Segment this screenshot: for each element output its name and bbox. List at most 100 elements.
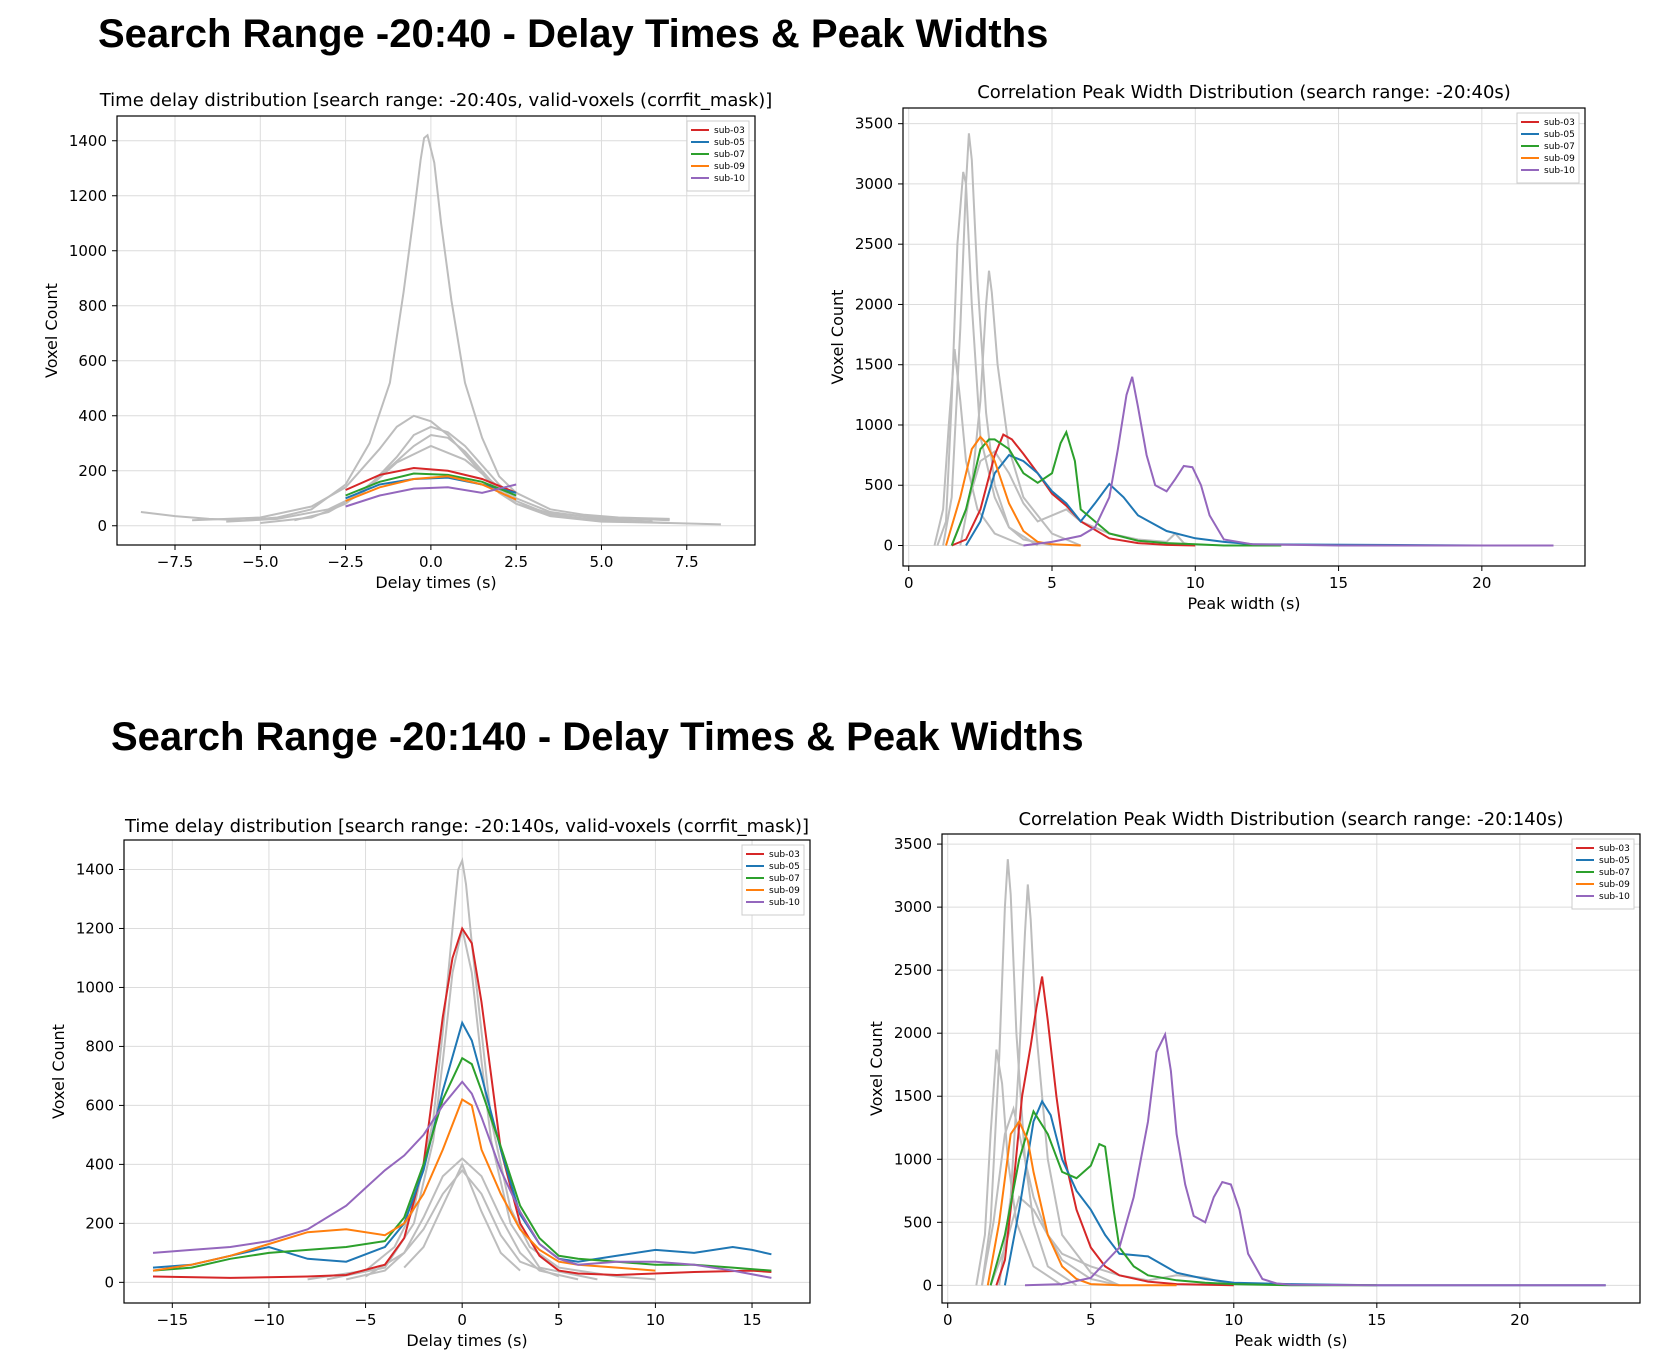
y-tick-label: 3500 <box>894 835 932 853</box>
legend-label: sub-05 <box>1599 856 1630 866</box>
x-tick-label: 5.0 <box>590 553 614 571</box>
x-tick-label: 0 <box>904 574 914 592</box>
legend-label: sub-03 <box>1599 844 1630 854</box>
y-tick-label: 400 <box>85 1155 114 1173</box>
y-tick-label: 1500 <box>894 1087 932 1105</box>
series-line-sub-10 <box>1023 376 1554 547</box>
series-line-sub-03 <box>951 433 1196 547</box>
plot-frame <box>941 833 1641 1304</box>
x-tick-label: 2.5 <box>504 553 528 571</box>
x-tick-label: 5 <box>554 1311 564 1329</box>
chart-delay-search-40: −7.5 −5.0 −2.5 0.0 2.5 5.0 7.5 0 200 400 600 800 100… <box>42 90 772 592</box>
y-tick-label: 1000 <box>855 416 893 434</box>
gray-subject-line <box>942 133 1039 547</box>
y-tick-label: 1000 <box>894 1150 932 1168</box>
legend-label: sub-07 <box>1599 868 1630 878</box>
legend-label: sub-09 <box>1544 154 1575 164</box>
x-tick-label: 5 <box>1047 574 1057 592</box>
legend-label: sub-09 <box>714 162 745 172</box>
series-line-sub-10 <box>152 1080 772 1279</box>
x-tick-label: −5.0 <box>242 553 278 571</box>
x-tick-label: 5 <box>1086 1311 1096 1329</box>
y-tick-label: 800 <box>78 297 107 315</box>
chart-title: Time delay distribution [search range: -… <box>124 816 809 837</box>
x-axis-label: Delay times (s) <box>375 573 496 592</box>
x-tick-label: −10 <box>253 1311 285 1329</box>
legend-label: sub-05 <box>769 862 800 872</box>
legend-label: sub-07 <box>714 150 745 160</box>
series-line-sub-05 <box>152 1020 772 1269</box>
gray-subject-line <box>345 1157 579 1281</box>
chart-title: Correlation Peak Width Distribution (sea… <box>1018 809 1563 830</box>
series-line-sub-10 <box>345 483 517 508</box>
gray-subject-line <box>364 1168 560 1278</box>
x-tick-label: −7.5 <box>157 553 193 571</box>
y-tick-label: 1500 <box>855 356 893 374</box>
y-tick-label: 400 <box>78 407 107 425</box>
gray-subject-line <box>975 1049 1063 1287</box>
y-tick-label: 0 <box>104 1273 114 1291</box>
gray-subject-line <box>989 1195 1235 1287</box>
y-tick-label: 2500 <box>855 235 893 253</box>
x-tick-label: 0 <box>943 1311 953 1329</box>
legend-label: sub-10 <box>714 174 745 184</box>
y-tick-label: 500 <box>903 1213 932 1231</box>
series-line-sub-03 <box>345 466 517 494</box>
x-tick-label: −5 <box>354 1311 376 1329</box>
x-tick-label: 15 <box>1329 574 1348 592</box>
chart-peak-width-search-40: 0 5 10 15 20 0 500 1000 1500 2000 2500 3000 3500 Corr… <box>828 82 1586 613</box>
plot-frame <box>902 107 1586 567</box>
y-tick-label: 600 <box>85 1096 114 1114</box>
legend-label: sub-03 <box>714 126 745 136</box>
y-axis-label: Voxel Count <box>828 290 847 385</box>
gray-subject-line <box>950 450 1196 547</box>
legend-label: sub-05 <box>714 138 745 148</box>
legend-label: sub-10 <box>1544 166 1575 176</box>
section-title-bottom: Search Range -20:140 - Delay Times & Pea… <box>111 715 1084 759</box>
x-tick-label: −15 <box>156 1311 188 1329</box>
x-axis-label: Peak width (s) <box>1187 594 1300 613</box>
series-line-sub-09 <box>986 1119 1177 1287</box>
y-tick-label: 2000 <box>855 295 893 313</box>
y-tick-label: 0 <box>922 1276 932 1294</box>
y-tick-label: 1000 <box>69 242 107 260</box>
y-tick-label: 1400 <box>76 860 114 878</box>
series-line-sub-05 <box>965 453 1554 547</box>
x-tick-label: 0.0 <box>419 553 443 571</box>
section-title-top: Search Range -20:40 - Delay Times & Peak… <box>98 12 1049 56</box>
legend-label: sub-10 <box>769 898 800 908</box>
y-tick-label: 3000 <box>855 175 893 193</box>
series-line-sub-03 <box>152 926 772 1279</box>
y-tick-label: 600 <box>78 352 107 370</box>
series-line-sub-09 <box>345 475 517 502</box>
x-axis-label: Peak width (s) <box>1234 1331 1347 1350</box>
x-tick-label: 20 <box>1510 1311 1529 1329</box>
y-tick-label: 200 <box>85 1214 114 1232</box>
x-tick-label: 7.5 <box>675 553 699 571</box>
x-tick-label: 10 <box>646 1311 665 1329</box>
gray-subject-line <box>226 425 653 523</box>
y-tick-label: 0 <box>97 517 107 535</box>
chart-delay-search-140: −15 −10 −5 0 5 10 15 0 200 400 600 800 1000 1200 1400 T… <box>49 816 811 1350</box>
gray-subject-line <box>981 859 1078 1287</box>
gray-subject-line <box>140 133 670 522</box>
y-tick-label: 3500 <box>855 115 893 133</box>
y-tick-label: 1000 <box>76 978 114 996</box>
legend-label: sub-07 <box>1544 142 1575 152</box>
legend-box <box>686 120 750 192</box>
x-tick-label: 10 <box>1224 1311 1243 1329</box>
y-tick-label: 0 <box>883 537 893 555</box>
y-tick-label: 2500 <box>894 961 932 979</box>
y-tick-label: 1200 <box>76 919 114 937</box>
gray-subject-line <box>403 1161 521 1272</box>
y-axis-label: Voxel Count <box>42 283 61 378</box>
y-tick-label: 200 <box>78 462 107 480</box>
legend-label: sub-07 <box>769 874 800 884</box>
gray-subject-line <box>307 857 656 1281</box>
legend-box <box>1571 838 1635 910</box>
gray-subject-line <box>998 884 1120 1287</box>
legend-label: sub-09 <box>1599 880 1630 890</box>
series-line-sub-03 <box>995 976 1234 1287</box>
y-tick-label: 1400 <box>69 132 107 150</box>
